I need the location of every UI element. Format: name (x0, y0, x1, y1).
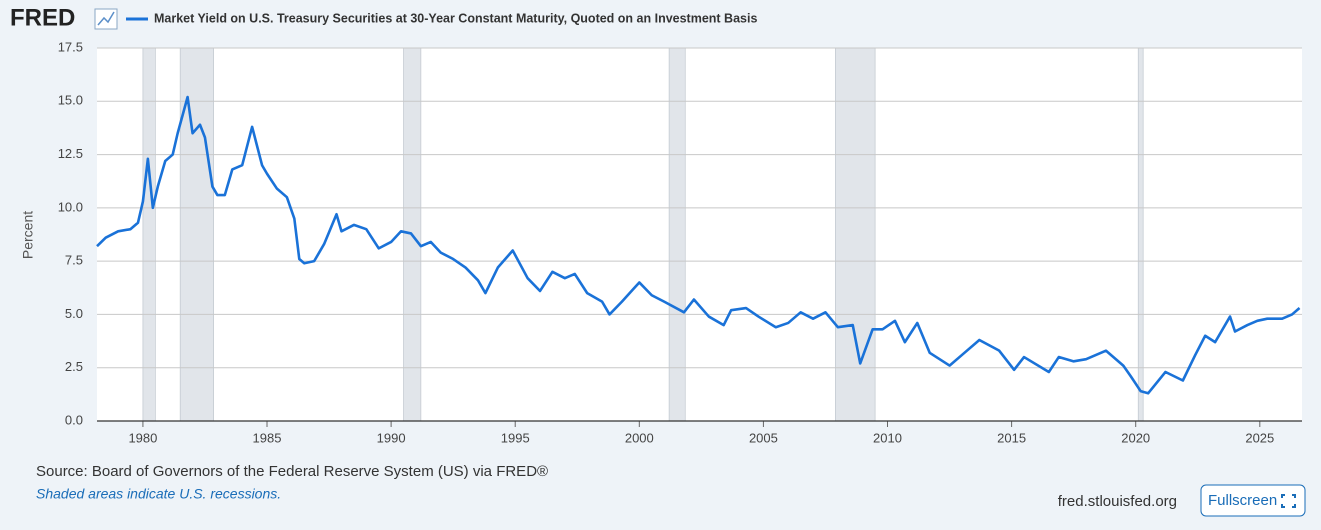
plot: 0.0 2.5 5.0 7.5 10.0 12.5 15.0 17.5 1980 1985 1990… (58, 39, 1302, 445)
recession-band (835, 47, 876, 422)
y-tick-label: 12.5 (58, 146, 83, 161)
x-tick-label: 2010 (873, 430, 902, 445)
logo: FRED (10, 4, 75, 31)
y-tick-label: 17.5 (58, 39, 83, 54)
source: Source: Board of Governors of the Federa… (36, 463, 548, 480)
note: Shaded areas indicate U.S. recessions. (36, 486, 281, 502)
y-tick-label: 15.0 (58, 93, 83, 108)
x-tick-label: 1985 (253, 430, 282, 445)
series-line (96, 95, 1301, 395)
fullscreen-label[interactable]: Fullscreen (1208, 492, 1277, 509)
x-tick-label: 2000 (625, 430, 654, 445)
x-tick-label: 2025 (1245, 430, 1274, 445)
y-tick-label: 2.5 (65, 359, 83, 374)
x-tick-label: 1990 (377, 430, 406, 445)
y-tick-label: 10.0 (58, 199, 83, 214)
x-tick-label: 2015 (997, 430, 1026, 445)
fullscreen-icon[interactable] (1281, 494, 1296, 508)
recession-band (668, 47, 686, 422)
plot-area (97, 48, 1302, 421)
x-tick-label: 2005 (749, 430, 778, 445)
y-tick-label: 7.5 (65, 253, 83, 268)
y-tick-label: 5.0 (65, 306, 83, 321)
recession-band (142, 47, 156, 422)
y-axis-label: Percent (20, 211, 36, 259)
site: fred.stlouisfed.org (1058, 493, 1177, 510)
x-tick-label: 2020 (1121, 430, 1150, 445)
recession-band (179, 47, 214, 422)
y-tick-label: 0.0 (65, 412, 83, 427)
logo-icon-line (97, 11, 115, 26)
legend-label: Market Yield on U.S. Treasury Securities… (154, 11, 757, 25)
x-tick-label: 1980 (128, 430, 157, 445)
fullscreen-button[interactable] (1200, 484, 1306, 517)
x-tick-label: 1995 (501, 430, 530, 445)
recession-band (1137, 47, 1144, 422)
